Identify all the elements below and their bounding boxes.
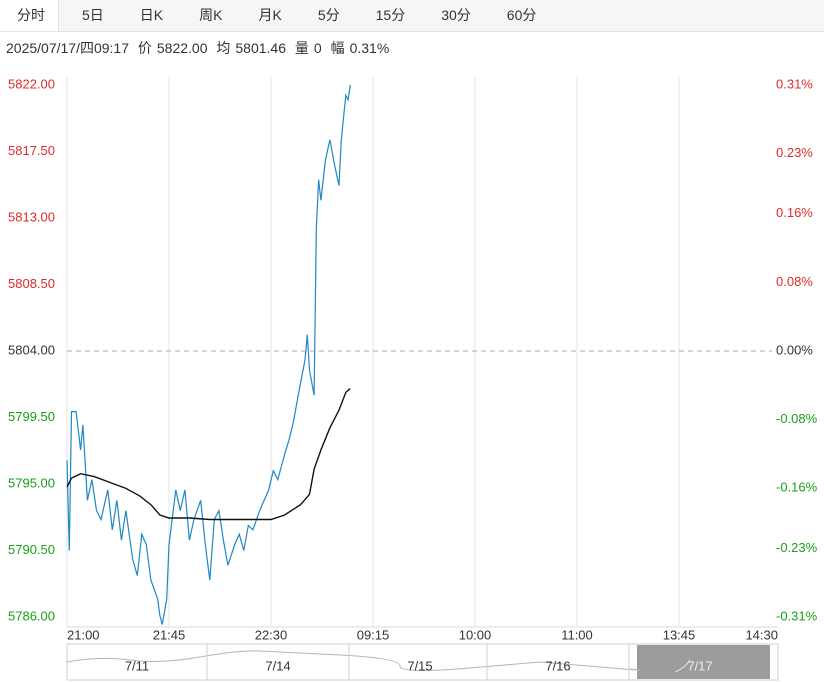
y2-tick-label: -0.08% <box>776 411 818 426</box>
navigator-trace <box>66 650 641 672</box>
y2-tick-label: 0.16% <box>776 205 813 220</box>
tab-bar: 分时 5日 日K 周K 月K 5分 15分 30分 60分 <box>0 0 824 32</box>
y-tick-label: 5817.50 <box>8 143 55 158</box>
navigator-frame <box>66 643 779 681</box>
tab[interactable]: 月K <box>258 7 282 23</box>
navigator-window <box>637 645 770 679</box>
y-tick-label: 5813.00 <box>8 209 55 224</box>
y2-tick-label: -0.16% <box>776 480 818 495</box>
x-tick-label: 10:00 <box>459 627 492 642</box>
x-tick-label: 09:15 <box>357 627 390 642</box>
y-tick-label: 5822.00 <box>8 76 55 91</box>
price-label: 价 <box>137 40 152 56</box>
y-tick-label: 5799.50 <box>8 409 55 424</box>
y-tick-label: 5786.00 <box>8 608 55 623</box>
tab[interactable]: 周K <box>199 7 223 23</box>
y-tick-label: 5795.00 <box>8 475 55 490</box>
navigator-label: 7/17 <box>687 658 712 673</box>
y2-tick-label: -0.31% <box>776 608 818 623</box>
navigator-label: 7/15 <box>407 658 432 673</box>
tab[interactable]: 15分 <box>375 7 406 23</box>
navigator-label: 7/11 <box>125 658 149 673</box>
y2-tick-label: 0.08% <box>776 274 813 289</box>
x-tick-label: 21:45 <box>153 627 186 642</box>
x-tick-label: 13:45 <box>663 627 696 642</box>
series-line <box>66 387 351 521</box>
range: 0.31% <box>349 40 390 56</box>
y2-tick-label: 0.23% <box>776 145 813 160</box>
y-tick-label: 5804.00 <box>8 342 55 357</box>
tab[interactable]: 60分 <box>506 7 537 23</box>
x-tick-label: 11:00 <box>561 627 593 642</box>
tab[interactable]: 5分 <box>317 7 340 23</box>
avg: 5801.46 <box>235 40 286 56</box>
y-tick-label: 5808.50 <box>8 276 55 291</box>
vol-label: 量 <box>294 40 309 56</box>
vol: 0 <box>313 40 322 56</box>
range-label: 幅 <box>330 40 345 56</box>
price: 5822.00 <box>156 40 208 56</box>
x-tick-label: 14:30 <box>745 627 778 642</box>
navigator-trace <box>674 659 691 673</box>
x-tick-label: 22:30 <box>255 627 288 642</box>
navigator-label: 7/14 <box>265 658 290 673</box>
x-tick-label: 21:00 <box>67 627 100 642</box>
tab[interactable]: 日K <box>139 7 164 23</box>
y2-tick-label: 0.00% <box>776 342 813 357</box>
y2-tick-label: -0.23% <box>776 540 818 555</box>
tab[interactable]: 5日 <box>82 7 104 23</box>
series-line <box>66 84 351 625</box>
datetime: 2025/07/17/四09:17 <box>6 40 129 56</box>
tab[interactable]: 30分 <box>441 7 471 23</box>
y-tick-label: 5790.50 <box>8 542 55 557</box>
y2-tick-label: 0.31% <box>776 76 813 91</box>
tab[interactable]: 分时 <box>0 0 59 31</box>
navigator-label: 7/16 <box>545 658 570 673</box>
avg-label: 均 <box>216 40 231 56</box>
